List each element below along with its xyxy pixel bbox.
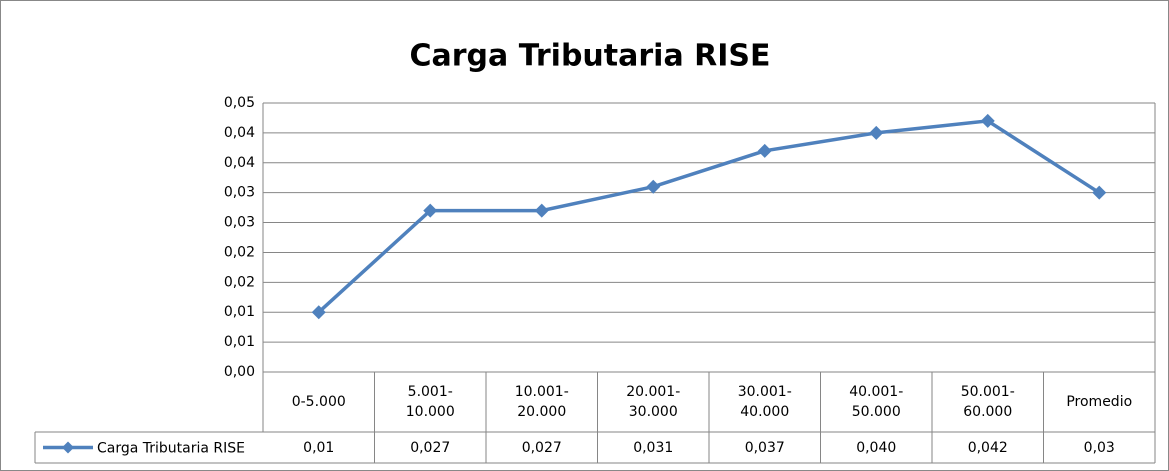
x-tick-label: 0-5.000 xyxy=(263,372,375,432)
data-label-text: 0,01 xyxy=(303,439,335,456)
x-tick-label-text: 30.001-40.000 xyxy=(737,384,792,420)
x-tick-label: 30.001-40.000 xyxy=(709,372,821,432)
data-label: 0,01 xyxy=(263,432,375,463)
x-tick-label: Promedio xyxy=(1044,372,1156,432)
data-label-text: 0,03 xyxy=(1083,439,1115,456)
y-tick-label: 0,02 xyxy=(224,244,255,260)
marker xyxy=(646,179,661,194)
marker xyxy=(534,203,549,218)
legend-label: Carga Tributaria RISE xyxy=(97,441,245,457)
y-tick-label: 0,01 xyxy=(224,334,255,350)
x-tick-label: 50.001-60.000 xyxy=(932,372,1044,432)
marker xyxy=(980,113,995,128)
chart-title: Carga Tributaria RISE xyxy=(409,39,770,74)
data-label-text: 0,027 xyxy=(410,439,451,456)
data-label-text: 0,040 xyxy=(856,439,897,456)
data-label: 0,031 xyxy=(598,432,710,463)
y-tick-label: 0,03 xyxy=(224,185,255,201)
y-tick-label: 0,02 xyxy=(224,274,255,290)
marker xyxy=(311,305,326,320)
x-tick-label-text: 20.001-30.000 xyxy=(626,384,681,420)
marker xyxy=(1092,185,1107,200)
line-series xyxy=(317,119,1101,314)
y-tick-label: 0,05 xyxy=(224,95,255,111)
data-label: 0,03 xyxy=(1044,432,1156,463)
x-tick-label-text: 40.001-50.000 xyxy=(849,384,904,420)
x-tick-label-text: 50.001-60.000 xyxy=(960,384,1015,420)
y-tick-label: 0,00 xyxy=(224,364,255,380)
data-label-text: 0,042 xyxy=(967,439,1008,456)
data-label: 0,040 xyxy=(821,432,933,463)
y-tick-label: 0,04 xyxy=(224,155,255,171)
y-tick-label: 0,04 xyxy=(224,125,255,141)
data-label: 0,027 xyxy=(486,432,598,463)
y-tick-label: 0,03 xyxy=(224,215,255,231)
data-label: 0,037 xyxy=(709,432,821,463)
data-label-text: 0,031 xyxy=(633,439,674,456)
x-tick-label: 40.001-50.000 xyxy=(821,372,933,432)
x-tick-label: 10.001-20.000 xyxy=(486,372,598,432)
data-label-text: 0,037 xyxy=(744,439,785,456)
x-tick-label-text: 0-5.000 xyxy=(291,394,346,410)
x-tick-label-text: 5.001-10.000 xyxy=(405,384,455,420)
data-label: 0,027 xyxy=(375,432,487,463)
data-label-text: 0,027 xyxy=(521,439,562,456)
y-tick-label: 0,01 xyxy=(224,304,255,320)
marker xyxy=(423,203,438,218)
x-tick-label: 20.001-30.000 xyxy=(598,372,710,432)
x-tick-label-text: Promedio xyxy=(1066,394,1133,410)
legend-marker xyxy=(62,441,74,454)
x-tick-label: 5.001-10.000 xyxy=(375,372,487,432)
marker xyxy=(869,125,884,140)
data-label: 0,042 xyxy=(932,432,1044,463)
marker xyxy=(757,143,772,158)
x-tick-label-text: 10.001-20.000 xyxy=(514,384,569,420)
